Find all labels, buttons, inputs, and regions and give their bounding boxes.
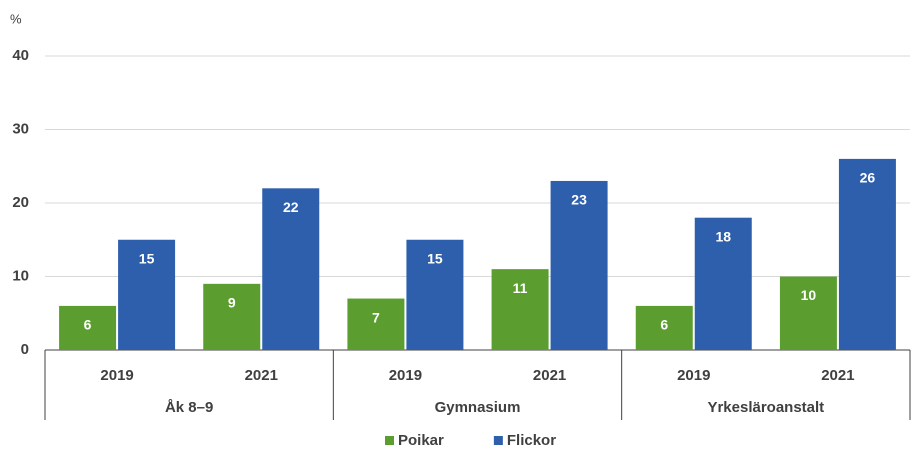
- value-label: 23: [571, 192, 587, 208]
- y-tick-label: 20: [12, 194, 29, 211]
- x-tick-label: 2019: [677, 367, 710, 384]
- bar: [491, 269, 549, 350]
- y-axis-unit: %: [10, 11, 22, 26]
- bar: [118, 239, 176, 350]
- y-tick-label: 0: [21, 341, 29, 358]
- legend-label: Flickor: [507, 432, 556, 449]
- bar: [262, 188, 320, 350]
- legend-swatch: [493, 436, 503, 445]
- group-label: Åk 8–9: [165, 399, 213, 416]
- y-tick-label: 40: [12, 47, 29, 64]
- y-tick-label: 30: [12, 120, 29, 137]
- x-tick-label: 2019: [100, 367, 133, 384]
- bar: [694, 217, 752, 350]
- bar: [406, 239, 464, 350]
- value-label: 11: [513, 280, 528, 296]
- value-label: 18: [715, 228, 731, 244]
- x-tick-label: 2021: [245, 367, 278, 384]
- group-label: Gymnasium: [435, 399, 521, 416]
- bar: [779, 276, 837, 350]
- value-label: 9: [228, 295, 236, 311]
- x-tick-label: 2021: [821, 367, 854, 384]
- value-label: 6: [84, 317, 92, 333]
- bar: [59, 305, 117, 350]
- bar: [550, 180, 608, 350]
- bar: [203, 283, 261, 350]
- y-tick-label: 10: [12, 267, 29, 284]
- value-label: 22: [283, 199, 299, 215]
- x-tick-label: 2019: [389, 367, 422, 384]
- value-label: 15: [139, 250, 155, 266]
- value-label: 26: [860, 170, 876, 186]
- value-label: 15: [427, 250, 443, 266]
- value-label: 6: [660, 317, 668, 333]
- group-label: Yrkesläroanstalt: [707, 399, 824, 416]
- bar: [838, 158, 896, 350]
- legend-label: Poikar: [398, 432, 444, 449]
- value-label: 7: [372, 309, 380, 325]
- bar: [347, 298, 405, 350]
- value-label: 10: [801, 287, 817, 303]
- legend-swatch: [385, 436, 394, 445]
- bar: [635, 305, 693, 350]
- x-tick-label: 2021: [533, 367, 566, 384]
